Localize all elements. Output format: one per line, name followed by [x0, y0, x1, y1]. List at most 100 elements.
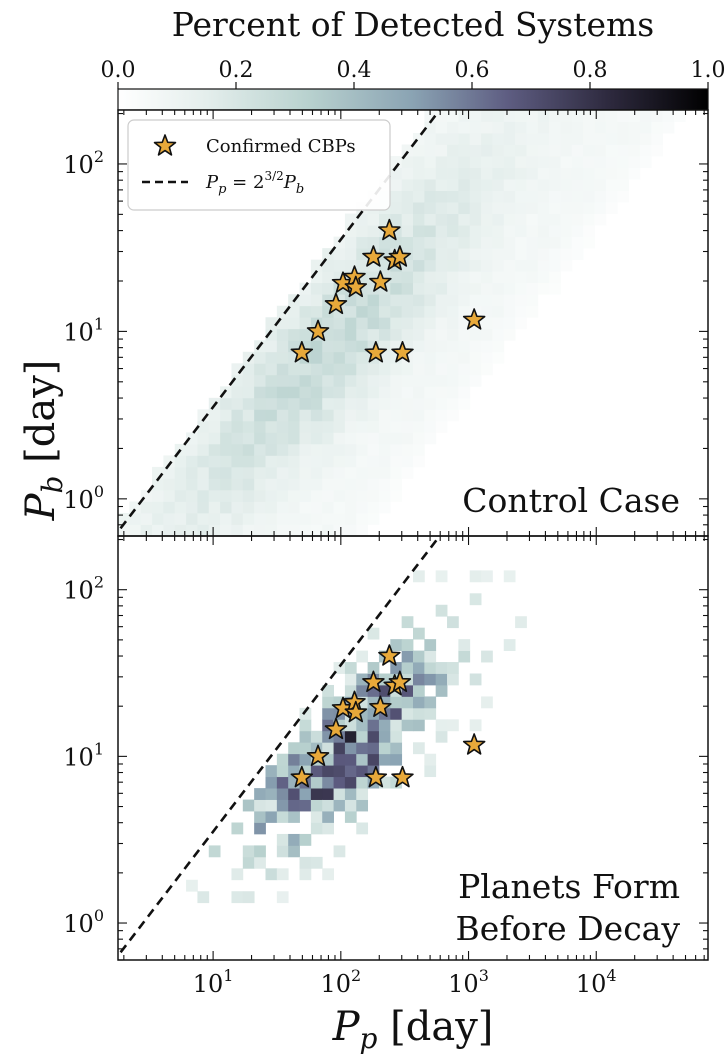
heatmap-cell — [288, 340, 300, 353]
heatmap-cell — [583, 110, 595, 122]
heatmap-cell — [447, 616, 459, 629]
heatmap-cell — [265, 799, 278, 812]
heatmap-cell — [424, 639, 437, 651]
heatmap-cell — [242, 478, 255, 491]
heatmap-cell — [378, 432, 391, 445]
heatmap-cell — [481, 167, 493, 180]
heatmap-cell — [549, 213, 561, 226]
heatmap-cell — [447, 317, 459, 330]
heatmap-cell — [401, 156, 414, 168]
heatmap-cell — [163, 501, 176, 514]
heatmap-cell — [367, 236, 380, 249]
heatmap-cell — [560, 133, 573, 145]
heatmap-cell — [435, 179, 448, 191]
heatmap-cell — [344, 501, 357, 514]
heatmap-cell — [265, 455, 278, 468]
heatmap-cell — [481, 144, 493, 157]
heatmap-cell — [390, 179, 403, 191]
heatmap-cell — [242, 891, 255, 904]
heatmap-cell — [231, 822, 244, 835]
heatmap-cell — [413, 351, 425, 364]
heatmap-cell — [344, 259, 357, 272]
heatmap-cell — [186, 512, 198, 525]
heatmap-cell — [435, 271, 448, 284]
heatmap-cell — [152, 478, 164, 491]
heatmap-cell — [254, 397, 266, 410]
cbp-star — [306, 744, 330, 767]
panel-planets-form-before-decay — [118, 536, 708, 960]
cbp-star — [290, 765, 314, 788]
heatmap-cell — [481, 570, 493, 583]
heatmap-cell — [367, 512, 380, 525]
heatmap-cell — [299, 294, 312, 307]
heatmap-cell — [413, 202, 425, 215]
heatmap-cell — [299, 478, 312, 491]
heatmap-cell — [458, 363, 471, 376]
heatmap-cell — [333, 799, 346, 812]
heatmap-cell — [390, 282, 403, 295]
heatmap-cell — [503, 248, 516, 261]
heatmap-cell — [254, 466, 266, 479]
heatmap-cell — [231, 432, 244, 445]
heatmap-cell — [469, 719, 482, 732]
heatmap-cell — [537, 282, 550, 295]
heatmap-cell — [344, 478, 357, 491]
cbp-star — [388, 245, 412, 267]
heatmap-cell — [288, 328, 300, 341]
heatmap-cell — [367, 466, 380, 479]
heatmap-cell — [447, 386, 459, 399]
heatmap-cell — [322, 271, 334, 284]
heatmap-cell — [447, 121, 459, 134]
heatmap-cell — [594, 202, 607, 215]
heatmap-cell — [549, 179, 561, 191]
heatmap-cell — [526, 213, 539, 226]
heatmap-cell — [356, 788, 369, 800]
heatmap-cell — [344, 466, 357, 479]
heatmap-cell — [549, 190, 561, 203]
heatmap-cell — [481, 248, 493, 261]
heatmap-cell — [390, 478, 403, 491]
heatmap-cell — [435, 604, 448, 617]
heatmap-cell — [265, 328, 278, 341]
heatmap-cell — [367, 328, 380, 341]
heatmap-cell — [378, 236, 391, 249]
heatmap-cell — [424, 351, 437, 364]
heatmap-cell — [390, 363, 403, 376]
heatmap-cell — [435, 328, 448, 341]
heatmap-cell — [378, 501, 391, 514]
heatmap-cell — [378, 317, 391, 330]
heatmap-cell — [447, 363, 459, 376]
heatmap-cell — [515, 317, 527, 330]
heatmap-cell — [447, 305, 459, 318]
heatmap-cell — [447, 190, 459, 203]
heatmap-cell — [447, 662, 459, 674]
heatmap-cell — [197, 524, 210, 536]
cbp-star — [364, 341, 388, 363]
heatmap-cell — [583, 133, 595, 145]
heatmap-cell — [481, 351, 493, 364]
heatmap-cell — [254, 799, 266, 812]
heatmap-cell — [458, 259, 471, 272]
heatmap-cell — [390, 432, 403, 445]
heatmap-cell — [549, 121, 561, 134]
heatmap-cell — [617, 167, 629, 180]
heatmap-cell — [481, 190, 493, 203]
heatmap-cell — [594, 110, 607, 122]
heatmap-cell — [413, 719, 425, 732]
heatmap-cell — [299, 707, 312, 720]
heatmap-cell — [322, 374, 334, 387]
heatmap-cell — [276, 420, 289, 433]
heatmap-cell — [526, 190, 539, 203]
heatmap-cell — [503, 294, 516, 307]
heatmap-cell — [390, 730, 403, 743]
heatmap-cell — [469, 593, 482, 606]
heatmap-cell — [537, 225, 550, 238]
heatmap-cell — [447, 156, 459, 168]
heatmap-cell — [299, 374, 312, 387]
heatmap-cell — [242, 512, 255, 525]
heatmap-cell — [231, 512, 244, 525]
heatmap-cell — [242, 799, 255, 812]
heatmap-cell — [515, 225, 527, 238]
heatmap-cell — [186, 466, 198, 479]
heatmap-cell — [242, 420, 255, 433]
